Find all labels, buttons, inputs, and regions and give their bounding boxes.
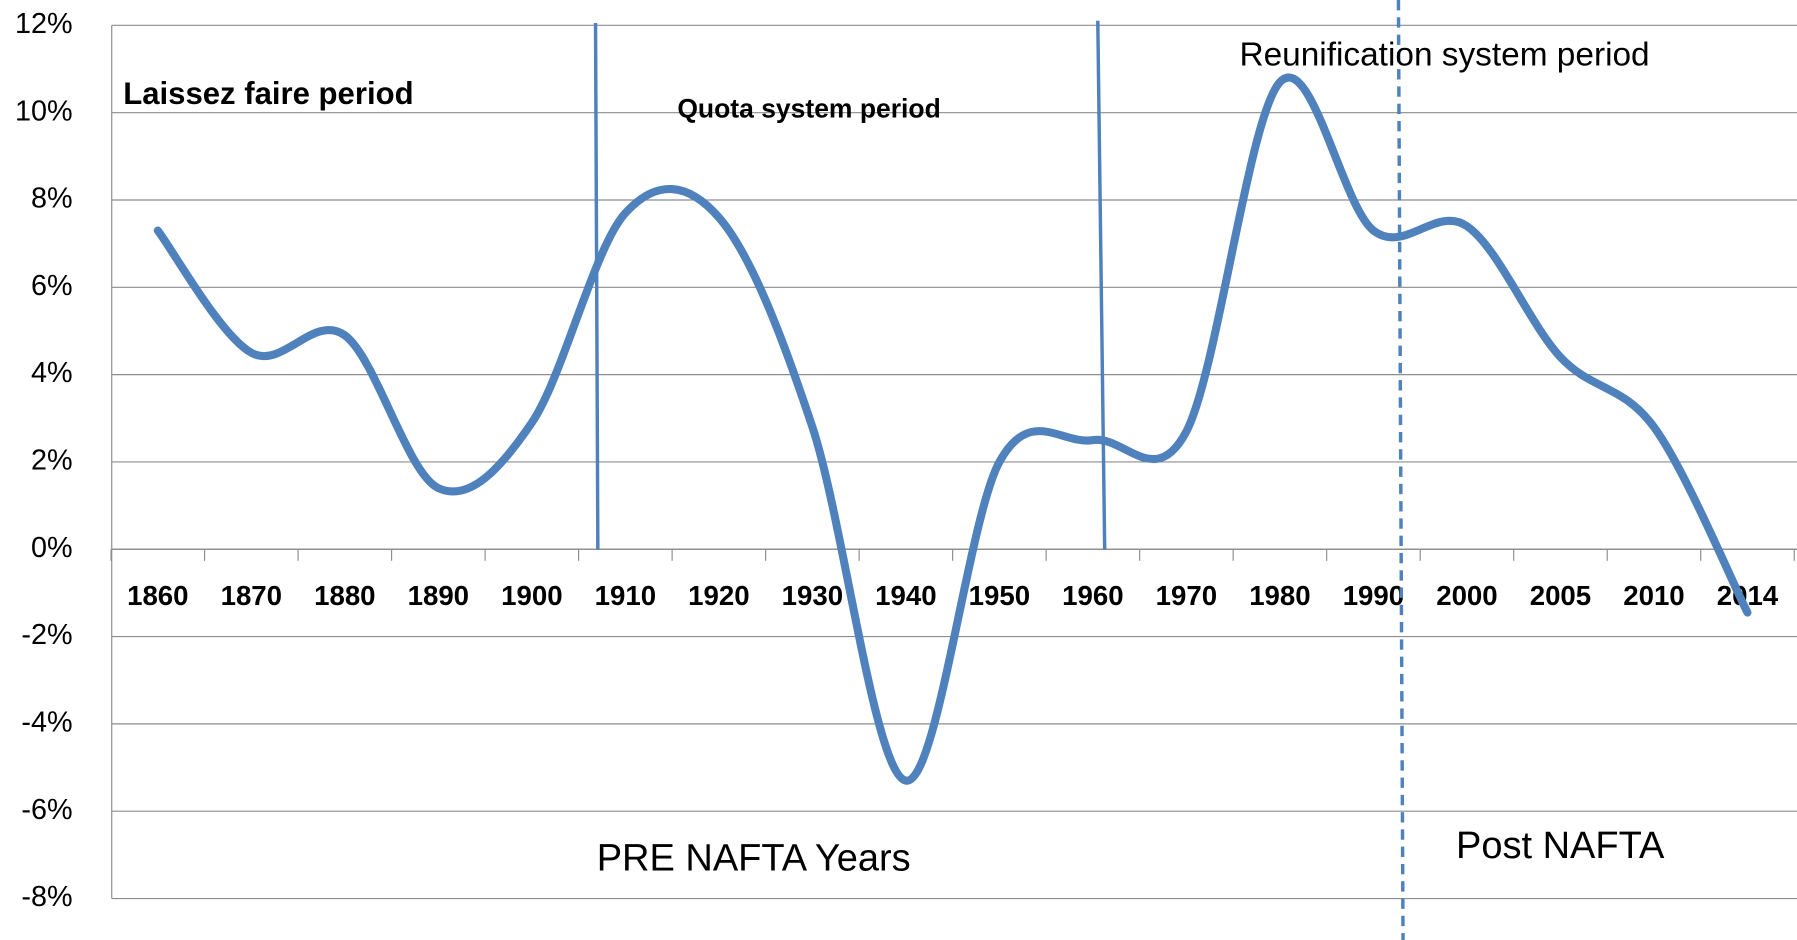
x-tick-label: 1870 [221, 580, 282, 611]
data-line [153, 73, 1752, 785]
y-tick-label: 2% [31, 445, 73, 477]
y-tick-label: 6% [31, 270, 73, 302]
y-tick-label: -4% [21, 706, 72, 738]
y-tick-label: -8% [21, 881, 72, 913]
annotation: Laissez faire period [123, 76, 413, 111]
nafta-divider [1396, 0, 1405, 940]
x-tick-label: 1900 [501, 580, 562, 611]
period-divider [593, 23, 600, 550]
x-tick-label: 1910 [595, 580, 656, 611]
y-tick-label: -6% [21, 794, 72, 826]
annotation: Post NAFTA [1456, 825, 1665, 867]
x-tick-label: 1960 [1062, 580, 1123, 611]
x-tick-label: 1990 [1343, 580, 1404, 611]
x-tick-label: 1880 [314, 580, 375, 611]
x-tick-label: 1860 [127, 580, 188, 611]
y-tick-label: 12% [15, 8, 73, 40]
axes: -8% -6% -4% -2% 0% 2% 4% 6% 8% 10% 12% 1860 1870 1880… [15, 8, 1797, 913]
x-tick-label: 1980 [1249, 580, 1310, 611]
x-tick-label: 2010 [1623, 580, 1684, 611]
annotation: Reunification system period [1239, 36, 1649, 73]
y-tick-label: 10% [15, 95, 73, 127]
x-tick-label: 2005 [1530, 580, 1591, 611]
x-tick-label: 1950 [969, 580, 1030, 611]
x-tick-label: 1920 [688, 580, 749, 611]
x-tick-label: 1890 [408, 580, 469, 611]
x-tick-label: 2000 [1436, 580, 1497, 611]
annotation: Quota system period [677, 94, 940, 124]
y-tick-label: 4% [31, 357, 73, 389]
x-tick-label: 1970 [1156, 580, 1217, 611]
period-divider [1096, 20, 1107, 550]
x-tick-label: 1940 [875, 580, 936, 611]
annotation: PRE NAFTA Years [597, 838, 911, 880]
y-tick-label: 0% [31, 532, 73, 564]
y-tick-label: -2% [21, 619, 72, 651]
series [153, 73, 1752, 785]
x-tick-label: 1930 [782, 580, 843, 611]
y-tick-label: 8% [31, 183, 73, 215]
grid [111, 24, 1797, 900]
